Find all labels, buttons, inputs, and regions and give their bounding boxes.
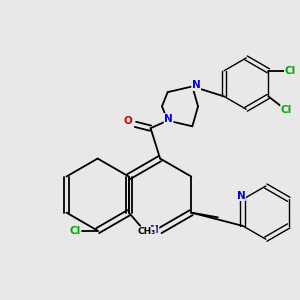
Text: N: N [150, 225, 159, 235]
Text: O: O [124, 116, 132, 126]
Text: N: N [164, 114, 173, 124]
Text: N: N [236, 190, 245, 200]
Text: N: N [192, 80, 200, 91]
Text: CH₃: CH₃ [138, 227, 156, 236]
Text: Cl: Cl [285, 66, 296, 76]
Text: Cl: Cl [281, 105, 292, 115]
Text: Cl: Cl [69, 226, 80, 236]
